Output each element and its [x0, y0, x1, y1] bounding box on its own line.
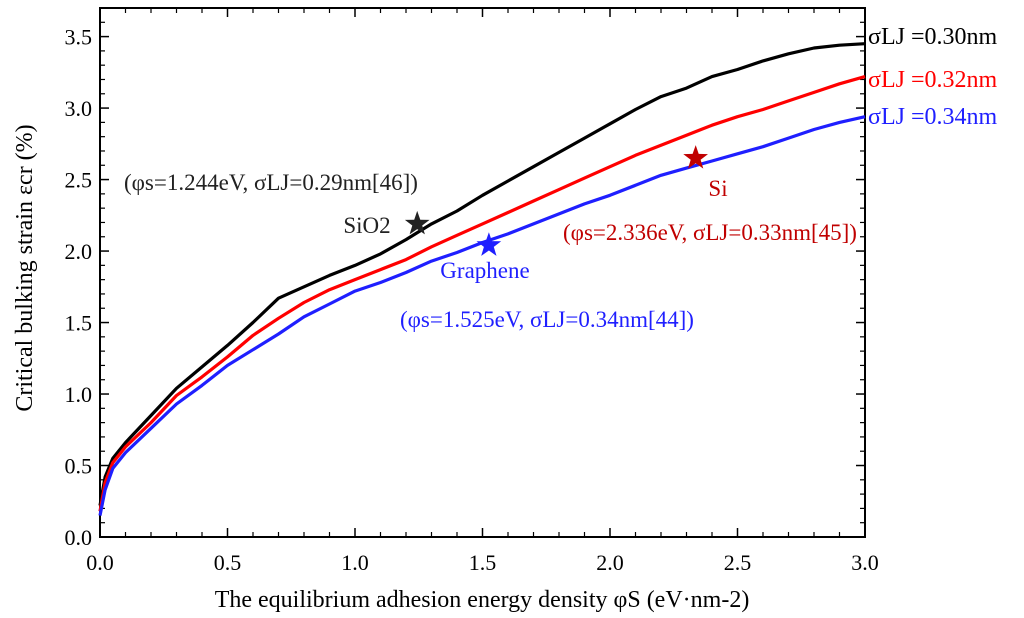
legend-label-2: σLJ =0.32nm: [868, 67, 997, 93]
x-tick-label: 0.5: [214, 550, 242, 575]
legend-label-1: σLJ =0.30nm: [868, 24, 997, 50]
x-tick-label: 0.0: [86, 550, 114, 575]
marker-label-3: Si: [708, 176, 727, 201]
y-tick-label: 1.5: [65, 311, 93, 336]
x-tick-label: 3.0: [851, 550, 879, 575]
marker-note-2: (φs=1.525eV, σLJ=0.34nm[44]): [400, 307, 694, 332]
x-tick-label: 1.5: [469, 550, 497, 575]
label-layer: σLJ =0.30nm σLJ =0.32nm σLJ =0.34nm SiO2 (φs…: [124, 24, 997, 332]
y-axis-label: Critical bulking strain εcr (%): [12, 124, 38, 411]
marker-star-2: [476, 232, 502, 256]
y-tick-label: 2.5: [65, 168, 93, 193]
marker-note-3: (φs=2.336eV, σLJ=0.33nm[45]): [563, 220, 857, 245]
marker-note-1: (φs=1.244eV, σLJ=0.29nm[46]): [124, 170, 418, 195]
marker-layer: [404, 145, 708, 256]
series-line-1: [98, 42, 866, 506]
series-line-2: [98, 75, 866, 512]
y-tick-label: 1.0: [65, 382, 93, 407]
legend-label-3: σLJ =0.34nm: [868, 104, 997, 130]
marker-label-2: Graphene: [440, 258, 529, 283]
y-tick-label: 2.0: [65, 239, 93, 264]
y-tick-label: 0.5: [65, 454, 93, 479]
x-tick-label: 1.0: [341, 550, 369, 575]
marker-star-1: [404, 210, 430, 235]
marker-star-3: [683, 145, 708, 169]
y-tick-label: 3.5: [65, 25, 93, 50]
y-tick-label: 3.0: [65, 96, 93, 121]
x-axis-label: The equilibrium adhesion energy density …: [215, 587, 750, 613]
x-tick-label: 2.0: [596, 550, 624, 575]
series-layer: [98, 42, 866, 516]
x-tick-label: 2.5: [724, 550, 752, 575]
axes: 0.0 0.5 1.0 1.5 2.0 2.5 3.0 0.0 0.5 1.0 1.5 2.0 2.5 3…: [65, 7, 879, 575]
y-tick-label: 0.0: [65, 525, 93, 550]
marker-label-1: SiO2: [343, 213, 390, 238]
series-line-3: [98, 115, 866, 516]
